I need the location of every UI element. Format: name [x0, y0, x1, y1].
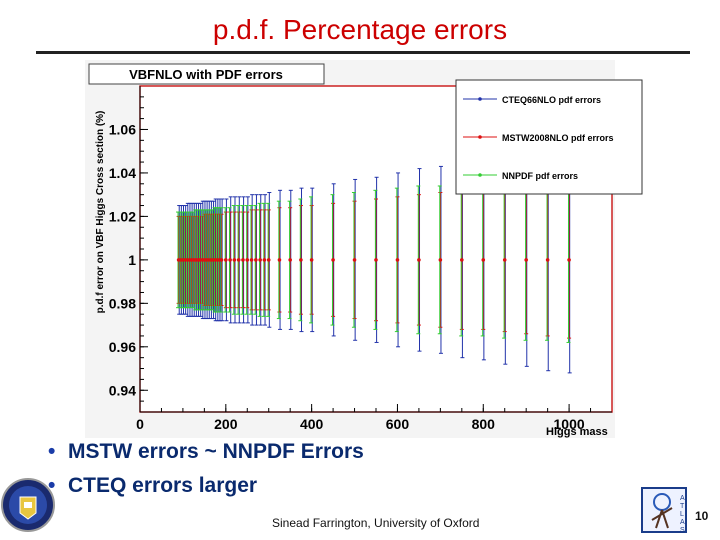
data-point [266, 258, 271, 262]
legend-label: CTEQ66NLO pdf errors [502, 95, 601, 105]
svg-text:A: A [680, 519, 685, 526]
svg-text:S: S [680, 527, 685, 534]
data-point [460, 258, 464, 262]
data-point [352, 258, 357, 262]
chart-title: VBFNLO with PDF errors [129, 67, 283, 82]
data-point [245, 258, 250, 262]
bullet-list: • MSTW errors ~ NNPDF Errors • CTEQ errors… [48, 438, 364, 506]
data-point [299, 258, 303, 262]
data-point [331, 258, 335, 262]
data-point [438, 258, 443, 262]
svg-text:A: A [680, 495, 685, 502]
footer-credit: Sinead Farrington, University of Oxford [272, 516, 480, 530]
oxford-seal-icon [1, 478, 55, 532]
page-number: 10 [695, 509, 709, 523]
y-tick-label: 1.04 [109, 165, 136, 181]
bullet-item: • CTEQ errors larger [48, 472, 364, 506]
data-point [228, 258, 232, 262]
legend-swatch-marker [478, 97, 482, 101]
data-point [395, 258, 400, 262]
data-point [502, 258, 507, 262]
x-tick-label: 600 [386, 416, 410, 432]
data-point [232, 258, 237, 262]
bullet-text: CTEQ errors larger [68, 474, 258, 497]
bullet-dot-icon: • [48, 474, 56, 497]
data-point [524, 258, 528, 262]
y-tick-label: 1 [128, 252, 136, 268]
y-tick-label: 0.94 [109, 382, 136, 398]
data-point [277, 258, 282, 262]
legend-label: MSTW2008NLO pdf errors [502, 133, 614, 143]
data-point [254, 258, 258, 262]
y-tick-label: 0.96 [109, 339, 136, 355]
legend-swatch-marker [478, 173, 482, 177]
data-point [262, 258, 267, 262]
bullet-dot-icon: • [48, 440, 56, 463]
x-tick-label: 1000 [554, 416, 585, 432]
slide-title: p.d.f. Percentage errors [212, 14, 508, 45]
data-point [417, 258, 421, 262]
title-divider [36, 51, 690, 54]
bullet-item: • MSTW errors ~ NNPDF Errors [48, 438, 364, 472]
y-tick-label: 1.06 [109, 121, 136, 137]
data-point [219, 258, 224, 262]
x-tick-label: 200 [214, 416, 238, 432]
data-point [241, 258, 245, 262]
data-point [481, 258, 486, 262]
x-tick-label: 400 [300, 416, 324, 432]
svg-text:T: T [680, 503, 685, 510]
data-point [224, 258, 228, 262]
bullet-text: MSTW errors ~ NNPDF Errors [68, 440, 364, 463]
data-point [249, 258, 254, 262]
svg-text:L: L [680, 511, 684, 518]
x-tick-label: 0 [136, 416, 144, 432]
data-point [545, 258, 550, 262]
x-tick-label: 800 [472, 416, 496, 432]
atlas-logo-icon: A T L A S [641, 487, 687, 534]
x-axis-label: Higgs mass [546, 426, 608, 438]
legend-swatch-marker [478, 135, 482, 139]
chart-title-box [88, 63, 325, 85]
y-tick-label: 0.98 [109, 295, 136, 311]
legend-label: NNPDF pdf errors [502, 171, 578, 181]
y-axis-label: p.d.f error on VBF Higgs Cross section (… [95, 111, 106, 314]
data-point [288, 258, 292, 262]
data-point [567, 258, 571, 262]
data-point [309, 258, 314, 262]
data-point [374, 258, 378, 262]
y-tick-label: 1.02 [109, 208, 136, 224]
data-point [258, 258, 262, 262]
data-point [236, 258, 241, 262]
